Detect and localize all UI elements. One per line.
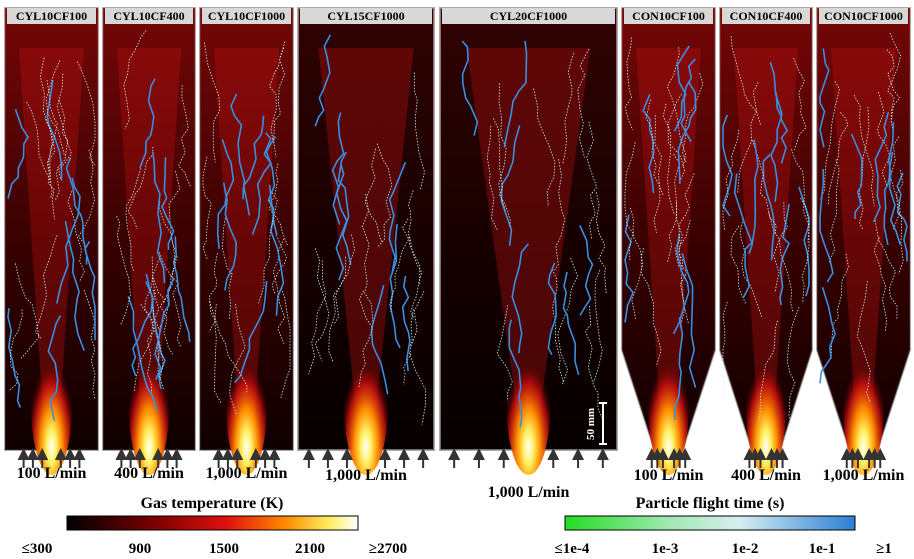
panel: CYL10CF400 400 L/min: [103, 8, 195, 482]
scale-label: 50 mm: [585, 408, 597, 440]
panel-label: CYL10CF1000: [208, 9, 285, 23]
panel-label: CON10CF1000: [824, 9, 903, 23]
flow-rate: 400 L/min: [114, 465, 184, 482]
colorbar: [565, 516, 855, 530]
flow-rate: 1,000 L/min: [823, 467, 905, 484]
flame: [344, 335, 388, 475]
flow-rate: 100 L/min: [17, 465, 87, 482]
panel-label: CYL10CF400: [113, 9, 184, 23]
figure: CYL10CF100100 L/minCYL10CF400400 L/minCY…: [0, 0, 914, 559]
panels: CYL10CF100100 L/minCYL10CF400400 L/minCY…: [5, 8, 910, 501]
colorbar-tick-label: 1500: [209, 541, 239, 557]
panel: CON10CF1000 1,000 L/min: [817, 8, 910, 484]
colorbar-tick-label: ≥1: [876, 541, 892, 557]
panel: CYL10CF1000 1,000 L/min: [200, 8, 293, 482]
colorbar-tick-label: ≤300: [22, 541, 53, 557]
flow-rate: 100 L/min: [634, 467, 704, 484]
colorbar-tick-label: 2100: [295, 541, 325, 557]
flame: [843, 335, 884, 475]
flow-rate: 1,000 L/min: [206, 465, 288, 482]
panel: CON10CF100 100 L/min: [622, 8, 715, 484]
colorbar-tick-label: 1e-3: [652, 541, 679, 557]
colorbar-title: Particle flight time (s): [636, 495, 785, 512]
panel-label: CYL20CF1000: [490, 9, 567, 23]
panel-label: CON10CF100: [632, 9, 705, 23]
flow-rate: 400 L/min: [731, 467, 801, 484]
flow-rate: 1,000 L/min: [488, 484, 570, 501]
colorbar: [67, 516, 358, 530]
panel: CON10CF400 400 L/min: [720, 8, 812, 484]
panel-label: CYL10CF100: [16, 9, 87, 23]
colorbar-tick-label: 900: [129, 541, 152, 557]
panel-label: CON10CF400: [730, 9, 803, 23]
scale-bar: 50 mm: [585, 403, 607, 444]
flow-rate: 1,000 L/min: [325, 467, 407, 484]
panel: CYL15CF1000 1,000 L/min: [298, 8, 434, 484]
flame: [746, 335, 786, 475]
colorbar-time: Particle flight time (s): [565, 495, 855, 530]
colorbar-temperature: Gas temperature (K): [67, 495, 358, 530]
colorbar-tick-label: ≤1e-4: [555, 541, 590, 557]
colorbar-tick-label: 1e-1: [809, 541, 836, 557]
colorbar-title: Gas temperature (K): [141, 495, 284, 512]
panel: CYL10CF100 100 L/min: [5, 8, 98, 482]
flame: [648, 335, 689, 475]
colorbar-tick-label: 1e-2: [732, 541, 759, 557]
panel-label: CYL15CF1000: [327, 9, 404, 23]
colorbar-tick-label: ≥2700: [369, 541, 407, 557]
